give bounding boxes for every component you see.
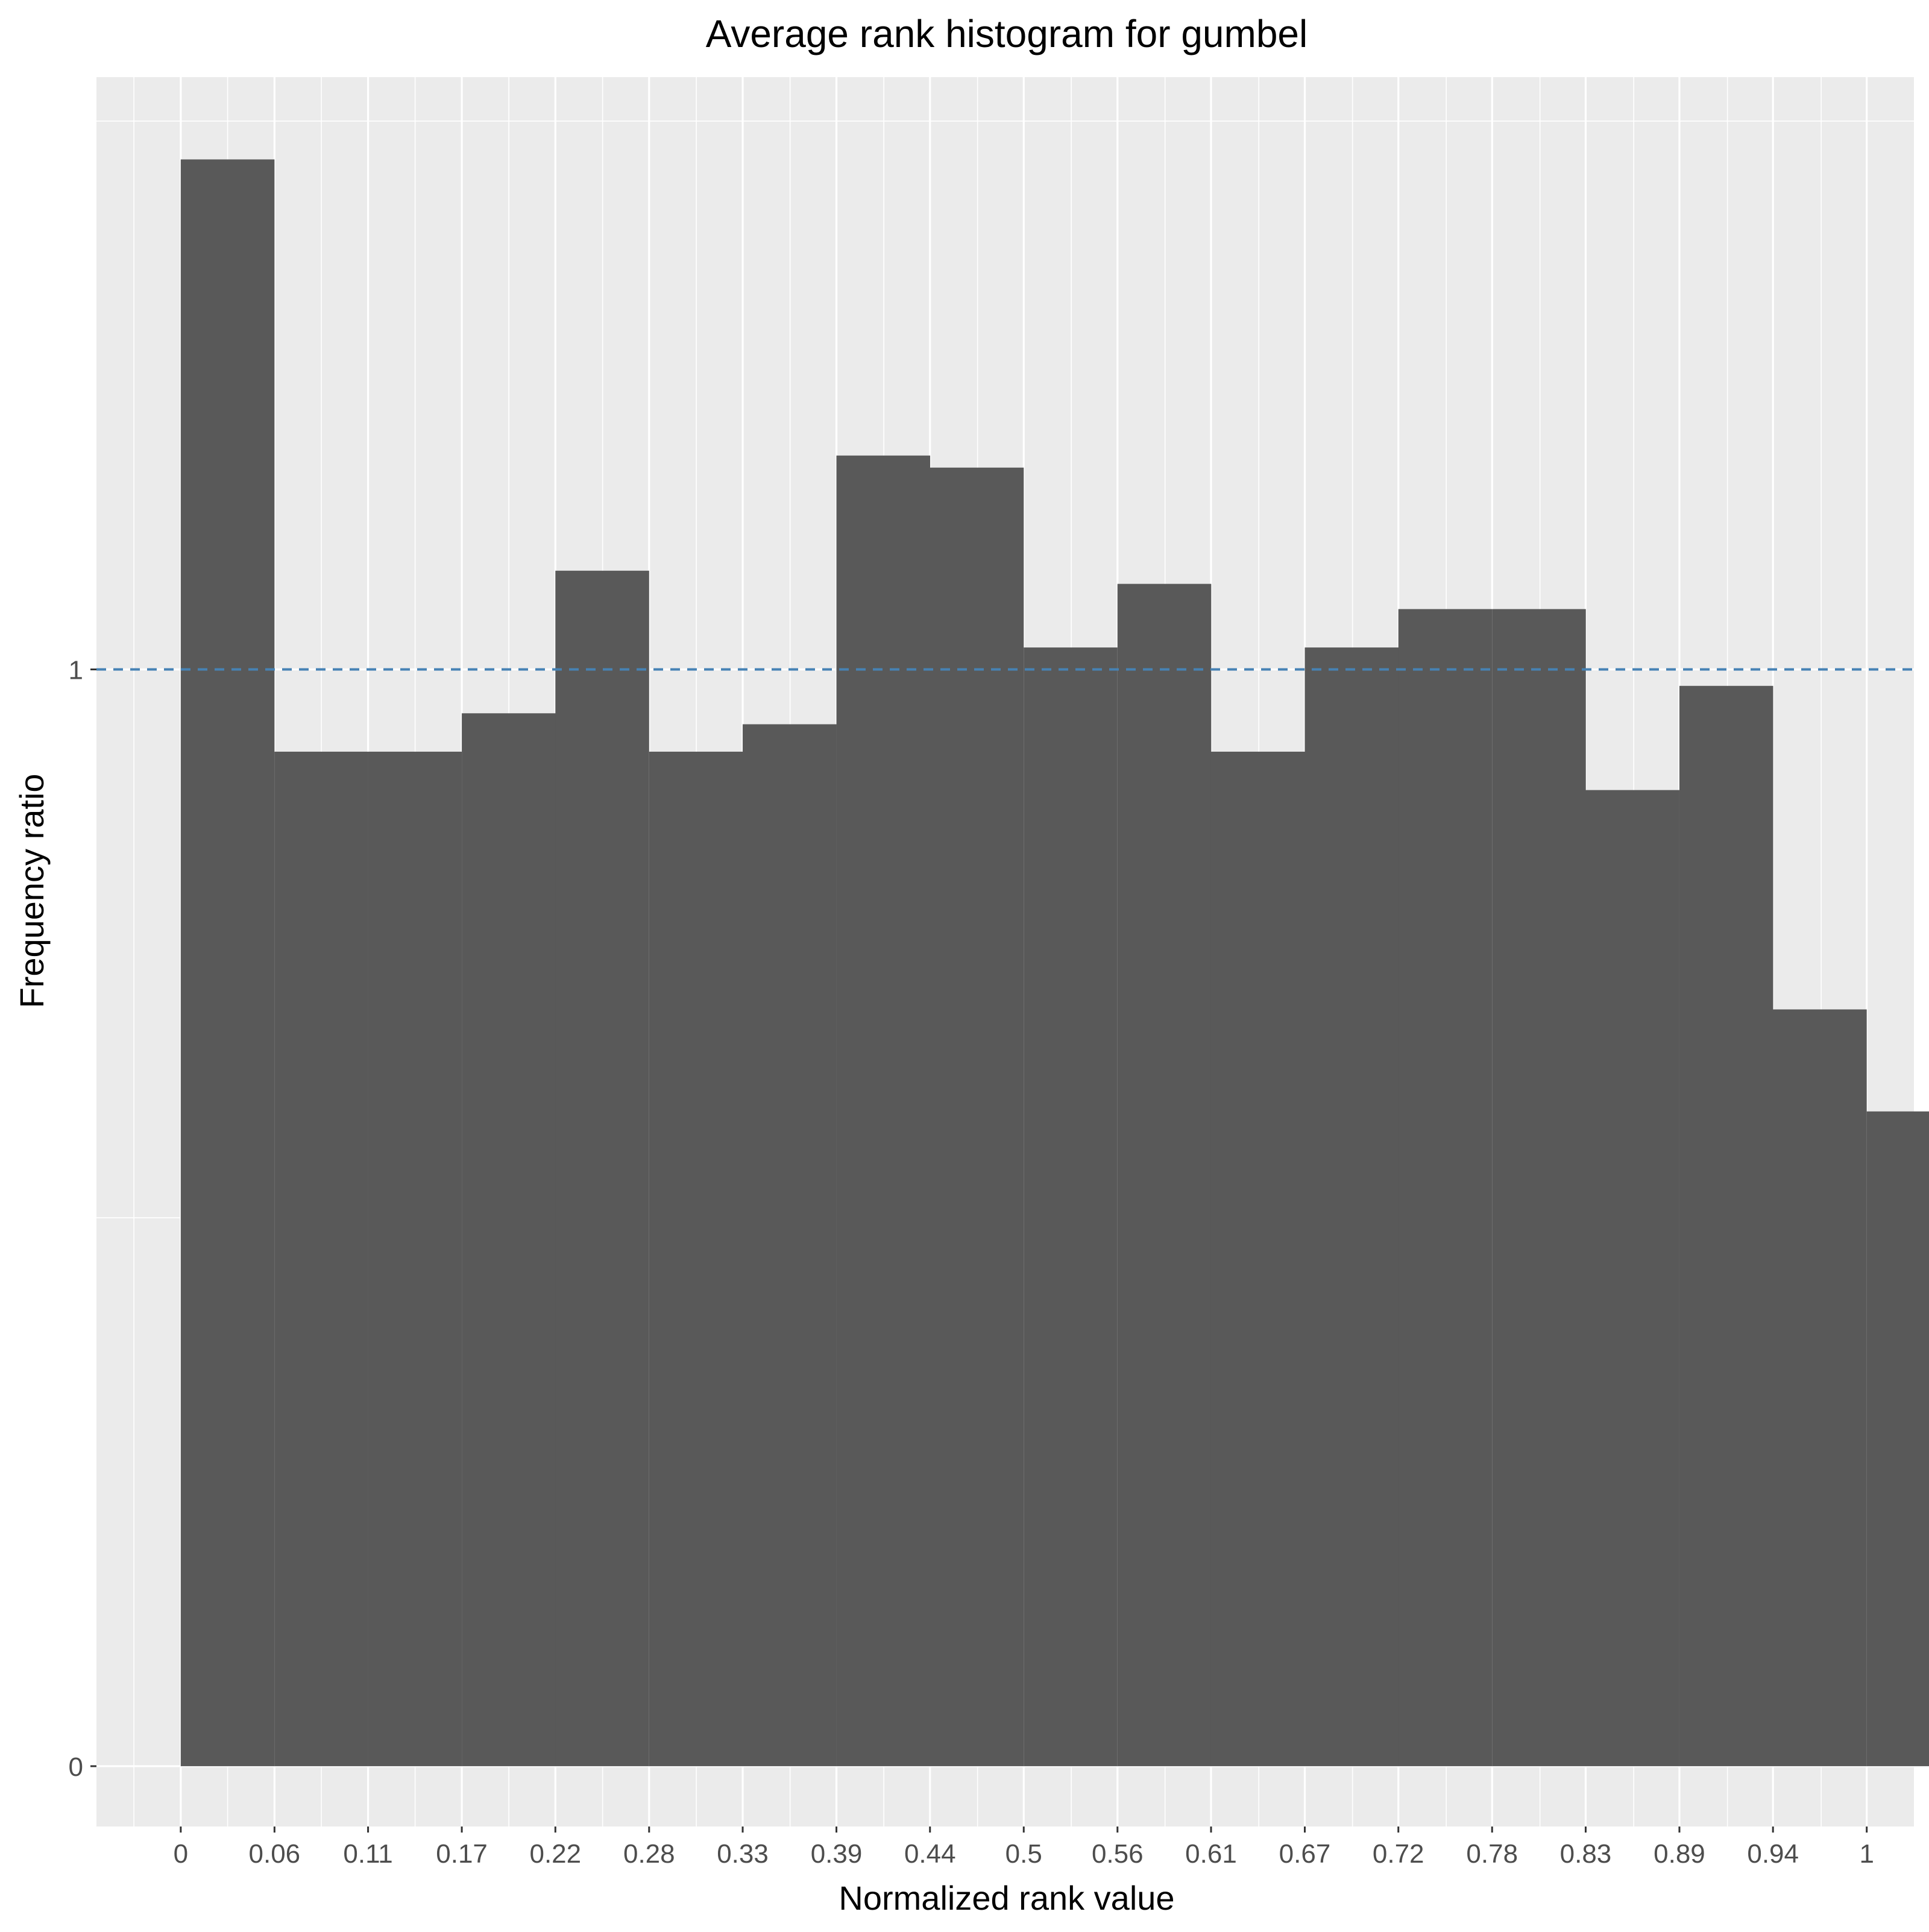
histogram-bar (1398, 609, 1493, 1766)
x-tick-label: 0.06 (249, 1839, 301, 1869)
x-tick-label: 0.44 (904, 1839, 956, 1869)
histogram-bar (1866, 1111, 1929, 1766)
x-axis-label: Normalized rank value (839, 1879, 1174, 1917)
histogram-bar (1773, 1009, 1867, 1766)
histogram-bar (1117, 584, 1212, 1766)
x-tick-label: 0.89 (1654, 1839, 1705, 1869)
x-tick-label: 0.22 (529, 1839, 581, 1869)
x-tick-label: 0.33 (717, 1839, 769, 1869)
x-tick-label: 0.94 (1747, 1839, 1799, 1869)
histogram-bar (462, 713, 556, 1766)
x-tick-label: 0.11 (343, 1839, 392, 1869)
histogram-bar (274, 751, 368, 1766)
histogram-bar (649, 751, 743, 1766)
histogram-bar (1492, 609, 1586, 1766)
y-axis-label: Frequency ratio (13, 773, 51, 1008)
histogram-bar (368, 751, 462, 1766)
x-tick-label: 0.17 (436, 1839, 488, 1869)
x-tick-label: 0.78 (1466, 1839, 1518, 1869)
histogram-bar (930, 467, 1024, 1766)
histogram-bar (555, 570, 649, 1766)
x-tick-label: 0.61 (1185, 1839, 1237, 1869)
histogram-bar (743, 724, 837, 1766)
x-tick-label: 0 (174, 1839, 188, 1869)
x-axis: 0 0.06 0.11 0.17 0.22 0.28 0.33 0.39 0.44 0.5 0.56… (174, 1827, 1874, 1869)
histogram-bar (1304, 647, 1399, 1766)
histogram-bar (836, 455, 931, 1766)
histogram-bar (1679, 685, 1773, 1766)
chart-title: Average rank histogram for gumbel (706, 12, 1308, 55)
x-tick-label: 0.5 (1005, 1839, 1042, 1869)
x-tick-label: 0.28 (623, 1839, 675, 1869)
histogram-bar (1024, 647, 1118, 1766)
x-tick-label: 0.56 (1092, 1839, 1144, 1869)
histogram-bar (1585, 790, 1679, 1766)
x-tick-label: 0.39 (811, 1839, 863, 1869)
x-tick-label: 0.67 (1279, 1839, 1331, 1869)
x-tick-label: 1 (1859, 1839, 1874, 1869)
y-axis: 01 (69, 655, 96, 1782)
x-tick-label: 0.72 (1373, 1839, 1424, 1869)
y-tick-label: 1 (69, 655, 83, 685)
bars (180, 159, 1929, 1766)
histogram-bar (180, 159, 275, 1766)
x-tick-label: 0.83 (1560, 1839, 1612, 1869)
y-tick-label: 0 (69, 1752, 83, 1782)
histogram-bar (1210, 751, 1305, 1766)
